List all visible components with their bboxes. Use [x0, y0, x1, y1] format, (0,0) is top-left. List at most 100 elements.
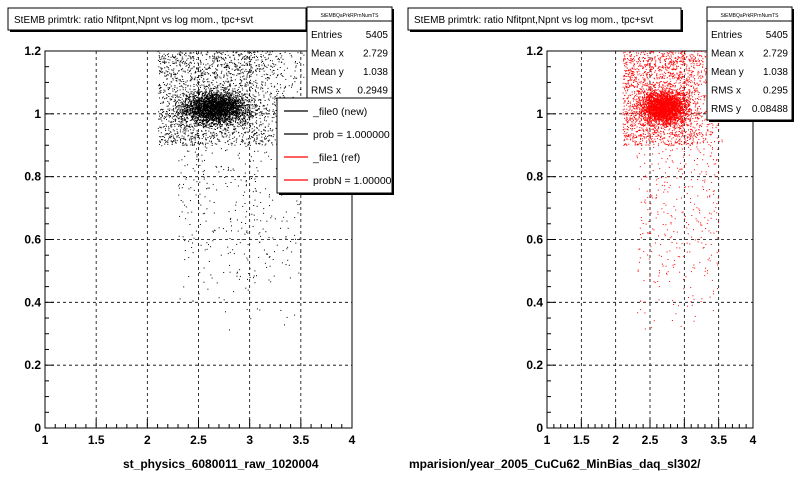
data-point: [179, 113, 181, 115]
data-point: [226, 110, 228, 111]
data-point: [254, 89, 256, 91]
data-point: [219, 115, 221, 117]
data-point: [249, 115, 251, 117]
data-point: [216, 114, 218, 116]
data-point: [205, 137, 207, 139]
data-point: [198, 158, 200, 160]
data-point: [201, 91, 203, 93]
data-point: [229, 99, 231, 101]
data-point: [245, 84, 247, 86]
data-point: [214, 72, 215, 73]
data-point: [237, 271, 238, 273]
data-point: [165, 70, 167, 72]
data-point: [206, 97, 208, 99]
data-point: [270, 83, 272, 85]
data-point: [202, 120, 204, 122]
data-point: [206, 95, 208, 97]
data-point: [237, 59, 239, 61]
data-point: [174, 91, 176, 93]
data-point: [229, 83, 231, 85]
data-point: [200, 70, 202, 72]
data-point: [232, 97, 234, 99]
data-point: [241, 239, 243, 241]
data-point: [162, 102, 164, 104]
data-point: [299, 238, 301, 240]
data-point: [264, 65, 265, 67]
data-point: [223, 76, 225, 78]
data-point: [195, 99, 197, 101]
data-point: [220, 119, 222, 121]
data-point: [211, 103, 213, 105]
data-point: [246, 112, 248, 114]
data-point: [187, 164, 189, 166]
data-point: [237, 100, 239, 101]
data-point: [163, 136, 165, 138]
data-point: [241, 102, 243, 104]
data-point: [291, 84, 293, 86]
data-point: [228, 117, 230, 119]
data-point: [217, 114, 219, 116]
data-point: [204, 146, 206, 148]
data-point: [173, 115, 175, 117]
data-point: [162, 61, 164, 63]
data-point: [240, 70, 241, 72]
data-point: [158, 88, 160, 90]
data-point: [251, 114, 253, 116]
data-point: [179, 54, 181, 56]
data-point: [179, 89, 181, 91]
data-point: [167, 100, 169, 102]
data-point: [185, 107, 187, 109]
data-point: [206, 92, 208, 94]
data-point: [241, 96, 243, 98]
data-point: [196, 67, 197, 69]
data-point: [192, 114, 194, 116]
data-point: [206, 248, 208, 250]
data-point: [200, 76, 202, 78]
data-point: [235, 104, 236, 106]
data-point: [219, 140, 221, 142]
data-point: [188, 106, 190, 108]
data-point: [255, 109, 257, 111]
data-point: [195, 102, 197, 104]
data-point: [249, 52, 251, 53]
data-point: [227, 71, 229, 73]
data-point: [268, 236, 270, 238]
data-point: [251, 52, 253, 54]
data-point: [270, 281, 272, 283]
data-point: [210, 105, 211, 107]
data-point: [238, 91, 240, 93]
data-point: [228, 113, 230, 115]
data-point: [174, 62, 176, 64]
data-point: [221, 107, 223, 109]
data-point: [267, 139, 269, 141]
data-point: [261, 133, 263, 135]
data-point: [181, 111, 183, 113]
data-point: [228, 116, 229, 118]
data-point: [276, 94, 278, 96]
data-point: [205, 106, 207, 108]
data-point: [214, 107, 216, 109]
data-point: [198, 123, 199, 124]
data-point: [263, 70, 265, 72]
data-point: [184, 103, 186, 105]
data-point: [182, 112, 184, 114]
data-point: [282, 58, 284, 60]
data-point: [202, 114, 204, 116]
data-point: [166, 71, 168, 73]
data-point: [211, 101, 213, 103]
data-point: [182, 79, 184, 80]
data-point: [186, 64, 188, 66]
data-point: [244, 112, 246, 114]
data-point: [193, 101, 195, 103]
data-point: [214, 98, 216, 100]
data-point: [236, 111, 238, 113]
data-point: [195, 100, 197, 102]
data-point: [180, 116, 182, 118]
data-point: [203, 114, 205, 116]
data-point: [194, 139, 196, 141]
data-point: [204, 249, 206, 251]
data-point: [261, 83, 263, 85]
data-point: [244, 99, 246, 101]
data-point: [180, 119, 182, 121]
data-point: [256, 135, 258, 136]
